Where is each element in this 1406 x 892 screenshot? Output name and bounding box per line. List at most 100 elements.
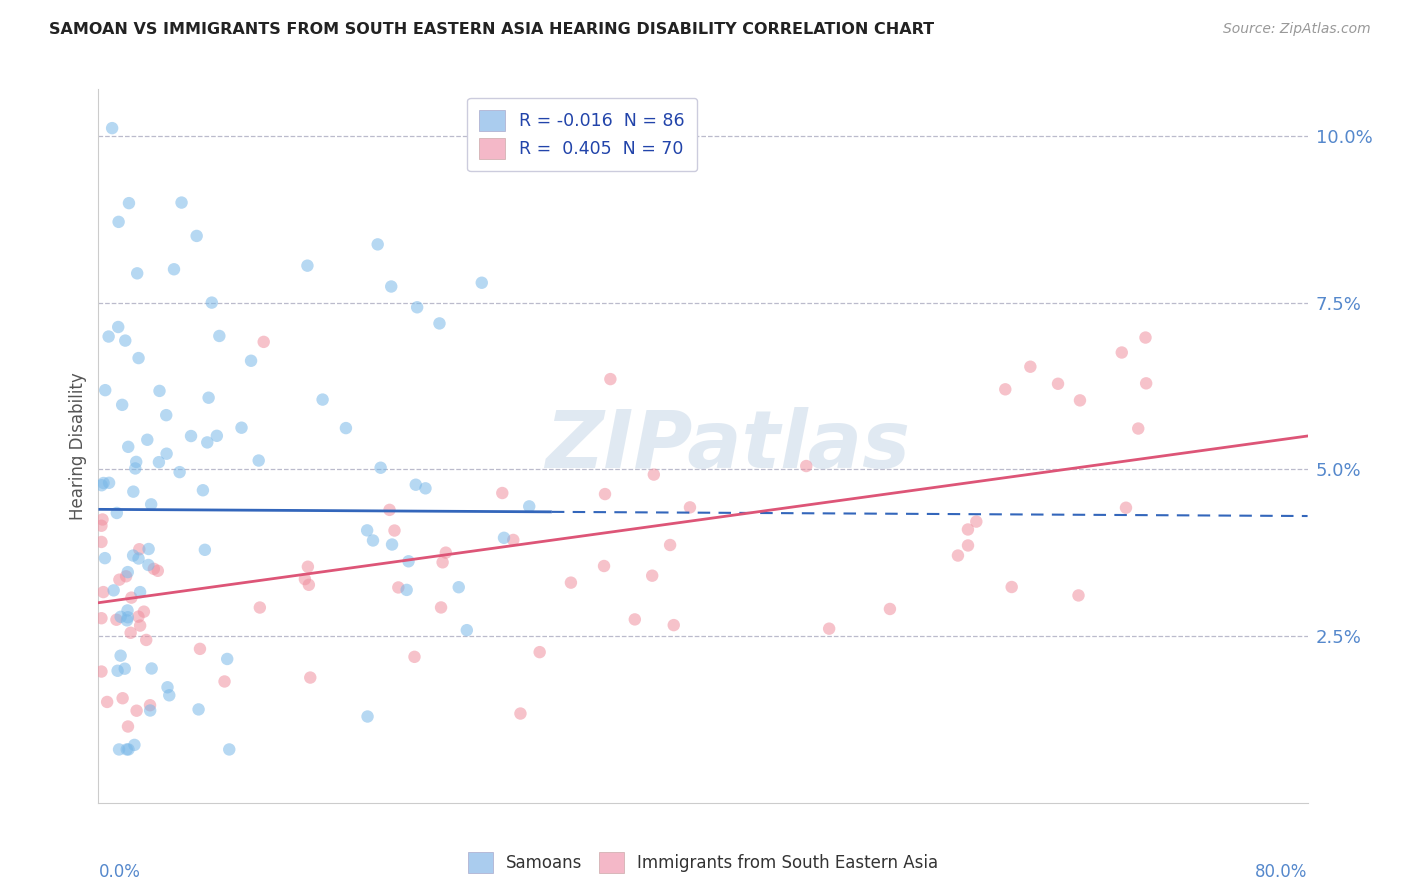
Point <box>679 500 702 515</box>
Point <box>624 612 647 626</box>
Point <box>91 585 114 599</box>
Point <box>115 569 138 583</box>
Point <box>148 384 170 398</box>
Point <box>94 551 117 566</box>
Point <box>231 420 253 434</box>
Point <box>197 391 219 405</box>
Point <box>141 661 163 675</box>
Point <box>384 524 406 538</box>
Point <box>122 549 145 563</box>
Point <box>491 486 513 500</box>
Point <box>367 237 389 252</box>
Point <box>132 605 155 619</box>
Point <box>1019 359 1042 374</box>
Point <box>148 455 170 469</box>
Point <box>430 600 453 615</box>
Point <box>120 625 142 640</box>
Point <box>299 671 322 685</box>
Point <box>163 262 186 277</box>
Text: ZIPatlas: ZIPatlas <box>544 407 910 485</box>
Point <box>378 503 401 517</box>
Point <box>110 648 132 663</box>
Point <box>139 698 162 713</box>
Point <box>217 652 239 666</box>
Point <box>141 497 163 511</box>
Point <box>114 662 136 676</box>
Point <box>201 295 224 310</box>
Point <box>965 515 987 529</box>
Text: SAMOAN VS IMMIGRANTS FROM SOUTH EASTERN ASIA HEARING DISABILITY CORRELATION CHAR: SAMOAN VS IMMIGRANTS FROM SOUTH EASTERN … <box>49 22 935 37</box>
Point <box>1047 376 1070 391</box>
Point <box>128 351 150 365</box>
Point <box>127 609 149 624</box>
Point <box>103 583 125 598</box>
Point <box>387 581 409 595</box>
Point <box>194 542 217 557</box>
Point <box>128 551 150 566</box>
Point <box>118 196 141 211</box>
Point <box>1135 376 1157 391</box>
Point <box>124 738 146 752</box>
Point <box>560 575 582 590</box>
Point <box>381 537 404 551</box>
Point <box>818 622 841 636</box>
Point <box>643 467 665 482</box>
Point <box>115 613 138 627</box>
Point <box>429 317 451 331</box>
Point <box>156 680 179 694</box>
Point <box>139 704 162 718</box>
Point <box>297 259 319 273</box>
Point <box>509 706 531 721</box>
Point <box>138 541 160 556</box>
Point <box>1128 421 1150 435</box>
Point <box>662 618 685 632</box>
Point <box>117 719 139 733</box>
Point <box>188 641 211 656</box>
Point <box>434 546 457 560</box>
Point <box>97 329 120 343</box>
Point <box>395 582 418 597</box>
Point <box>98 475 121 490</box>
Point <box>404 649 426 664</box>
Point <box>956 538 979 552</box>
Y-axis label: Hearing Disability: Hearing Disability <box>69 372 87 520</box>
Point <box>311 392 333 407</box>
Point <box>155 408 177 422</box>
Point <box>529 645 551 659</box>
Legend: Samoans, Immigrants from South Eastern Asia: Samoans, Immigrants from South Eastern A… <box>461 846 945 880</box>
Point <box>122 484 145 499</box>
Point <box>90 665 112 679</box>
Point <box>107 320 129 334</box>
Point <box>90 535 112 549</box>
Point <box>142 562 165 576</box>
Point <box>593 559 616 574</box>
Point <box>117 742 139 756</box>
Point <box>125 704 148 718</box>
Point <box>214 674 236 689</box>
Point <box>218 742 240 756</box>
Point <box>90 478 112 492</box>
Point <box>180 429 202 443</box>
Point <box>356 524 378 538</box>
Point <box>1067 589 1090 603</box>
Point <box>456 623 478 637</box>
Point <box>946 549 969 563</box>
Point <box>405 477 427 491</box>
Point <box>108 573 131 587</box>
Point <box>125 455 148 469</box>
Point <box>155 447 177 461</box>
Point <box>1001 580 1024 594</box>
Point <box>1135 330 1157 344</box>
Point <box>956 523 979 537</box>
Point <box>205 429 228 443</box>
Point <box>110 610 132 624</box>
Point <box>879 602 901 616</box>
Point <box>492 531 515 545</box>
Point <box>247 453 270 467</box>
Point <box>127 266 149 280</box>
Point <box>370 460 392 475</box>
Point <box>135 632 157 647</box>
Point <box>356 709 378 723</box>
Point <box>641 568 664 582</box>
Point <box>101 121 124 136</box>
